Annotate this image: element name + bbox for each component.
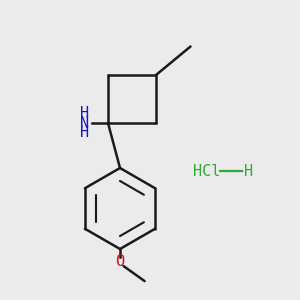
Text: H: H: [244, 164, 253, 178]
Text: H: H: [80, 106, 89, 121]
Text: N: N: [80, 116, 89, 130]
Text: H: H: [80, 125, 89, 140]
Text: O: O: [116, 254, 124, 269]
Text: HCl: HCl: [193, 164, 221, 178]
